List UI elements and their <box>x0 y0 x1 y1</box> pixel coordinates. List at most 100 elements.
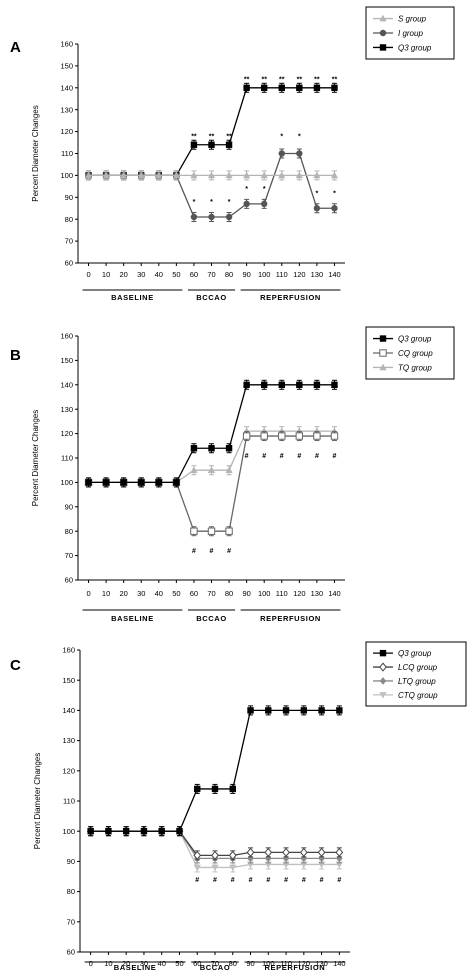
x-tick-label: 90 <box>242 270 250 279</box>
significance-mark: # <box>192 548 196 555</box>
legend-marker <box>379 692 387 699</box>
data-point <box>278 432 286 440</box>
data-point <box>260 427 268 434</box>
data-point <box>336 854 343 863</box>
data-point <box>265 707 272 714</box>
y-tick-label: 60 <box>65 576 73 585</box>
phase-label: BCCAO <box>196 614 227 623</box>
data-point <box>229 785 236 793</box>
data-point <box>331 84 338 91</box>
significance-mark: # <box>320 877 324 884</box>
x-tick-label: 140 <box>328 589 341 598</box>
legend: S group I group Q3 group <box>365 6 455 60</box>
significance-mark: ** <box>261 77 267 84</box>
data-point <box>313 427 321 434</box>
data-point <box>176 828 183 835</box>
legend-marker <box>379 649 387 657</box>
x-tick-label: 70 <box>207 589 215 598</box>
significance-mark: * <box>280 133 283 140</box>
data-point <box>243 200 250 208</box>
data-point <box>137 171 145 179</box>
phase-label: BCCAO <box>200 963 231 972</box>
x-tick-label: 30 <box>137 270 145 279</box>
x-tick-label: 70 <box>207 270 215 279</box>
data-point <box>247 854 254 863</box>
significance-mark: * <box>245 186 248 193</box>
data-point <box>313 205 321 212</box>
series-i-group <box>85 148 338 223</box>
y-tick-label: 160 <box>62 646 75 655</box>
data-point <box>193 864 201 872</box>
data-point <box>282 707 290 714</box>
legend-marker <box>379 335 387 342</box>
data-point <box>295 432 304 440</box>
y-tick-label: 60 <box>67 948 75 957</box>
y-tick-label: 140 <box>60 83 73 92</box>
x-tick-label: 30 <box>140 959 148 968</box>
data-point <box>260 432 268 440</box>
x-tick-label: 40 <box>155 270 163 279</box>
significance-mark: ** <box>191 133 197 140</box>
significance-mark: ** <box>244 77 250 84</box>
legend-marker <box>379 677 387 685</box>
data-point <box>300 707 308 714</box>
significance-mark: # <box>315 453 319 460</box>
data-point <box>282 847 290 857</box>
x-tick-label: 120 <box>293 270 306 279</box>
y-tick-label: 60 <box>65 259 73 268</box>
data-point <box>278 427 286 434</box>
x-tick-label: 30 <box>137 589 145 598</box>
y-tick-label: 70 <box>65 551 73 560</box>
x-tick-label: 50 <box>175 959 183 968</box>
y-tick-label: 110 <box>61 454 73 463</box>
significance-mark: # <box>302 877 306 884</box>
significance-mark: # <box>231 877 235 884</box>
x-tick-label: 110 <box>276 589 288 598</box>
significance-mark: # <box>195 877 199 884</box>
significance-mark: ** <box>209 133 215 140</box>
data-point <box>228 850 237 860</box>
data-point <box>190 141 198 148</box>
data-point <box>260 381 268 388</box>
phase-label: BASELINE <box>111 293 154 302</box>
significance-mark: ** <box>226 133 232 140</box>
y-tick-label: 90 <box>65 502 73 511</box>
legend-marker <box>379 662 387 672</box>
data-point <box>155 171 163 179</box>
significance-mark: # <box>333 453 337 460</box>
data-point <box>331 205 338 212</box>
data-point <box>243 381 250 388</box>
data-point <box>260 84 268 91</box>
y-tick-label: 100 <box>60 478 73 487</box>
chart-panel-a: A 60 70 80 90 100 110 120 130 140 150 160 0 10 20 30 40 5… <box>10 6 455 302</box>
data-point <box>330 171 339 179</box>
data-point <box>243 84 250 91</box>
data-point <box>330 432 339 440</box>
data-point <box>102 171 110 179</box>
x-tick-label: 60 <box>193 959 201 968</box>
y-tick-label: 140 <box>62 706 75 715</box>
x-tick-label: 60 <box>190 270 198 279</box>
y-tick-label: 130 <box>62 736 75 745</box>
data-point <box>211 864 219 872</box>
series-q3-group <box>85 379 338 488</box>
data-point <box>300 854 308 863</box>
data-point <box>282 854 290 863</box>
legend-label: CQ group <box>398 349 433 358</box>
data-point <box>225 466 233 473</box>
chart-panel-b: B 60 70 80 90 100 110 120 130 140 150 160 0 10 20 30 40 5… <box>10 326 455 623</box>
data-point <box>278 84 285 91</box>
data-point <box>208 445 215 452</box>
data-point <box>84 171 93 179</box>
significance-mark: * <box>228 199 231 206</box>
x-tick-label: 10 <box>104 959 112 968</box>
data-point <box>318 854 325 863</box>
data-point <box>190 445 198 452</box>
data-point <box>225 213 233 221</box>
significance-mark: # <box>337 877 341 884</box>
x-tick-label: 140 <box>328 270 341 279</box>
data-point <box>208 141 215 148</box>
x-tick-label: 80 <box>225 270 233 279</box>
y-tick-label: 90 <box>67 857 75 866</box>
significance-mark: # <box>227 548 231 555</box>
